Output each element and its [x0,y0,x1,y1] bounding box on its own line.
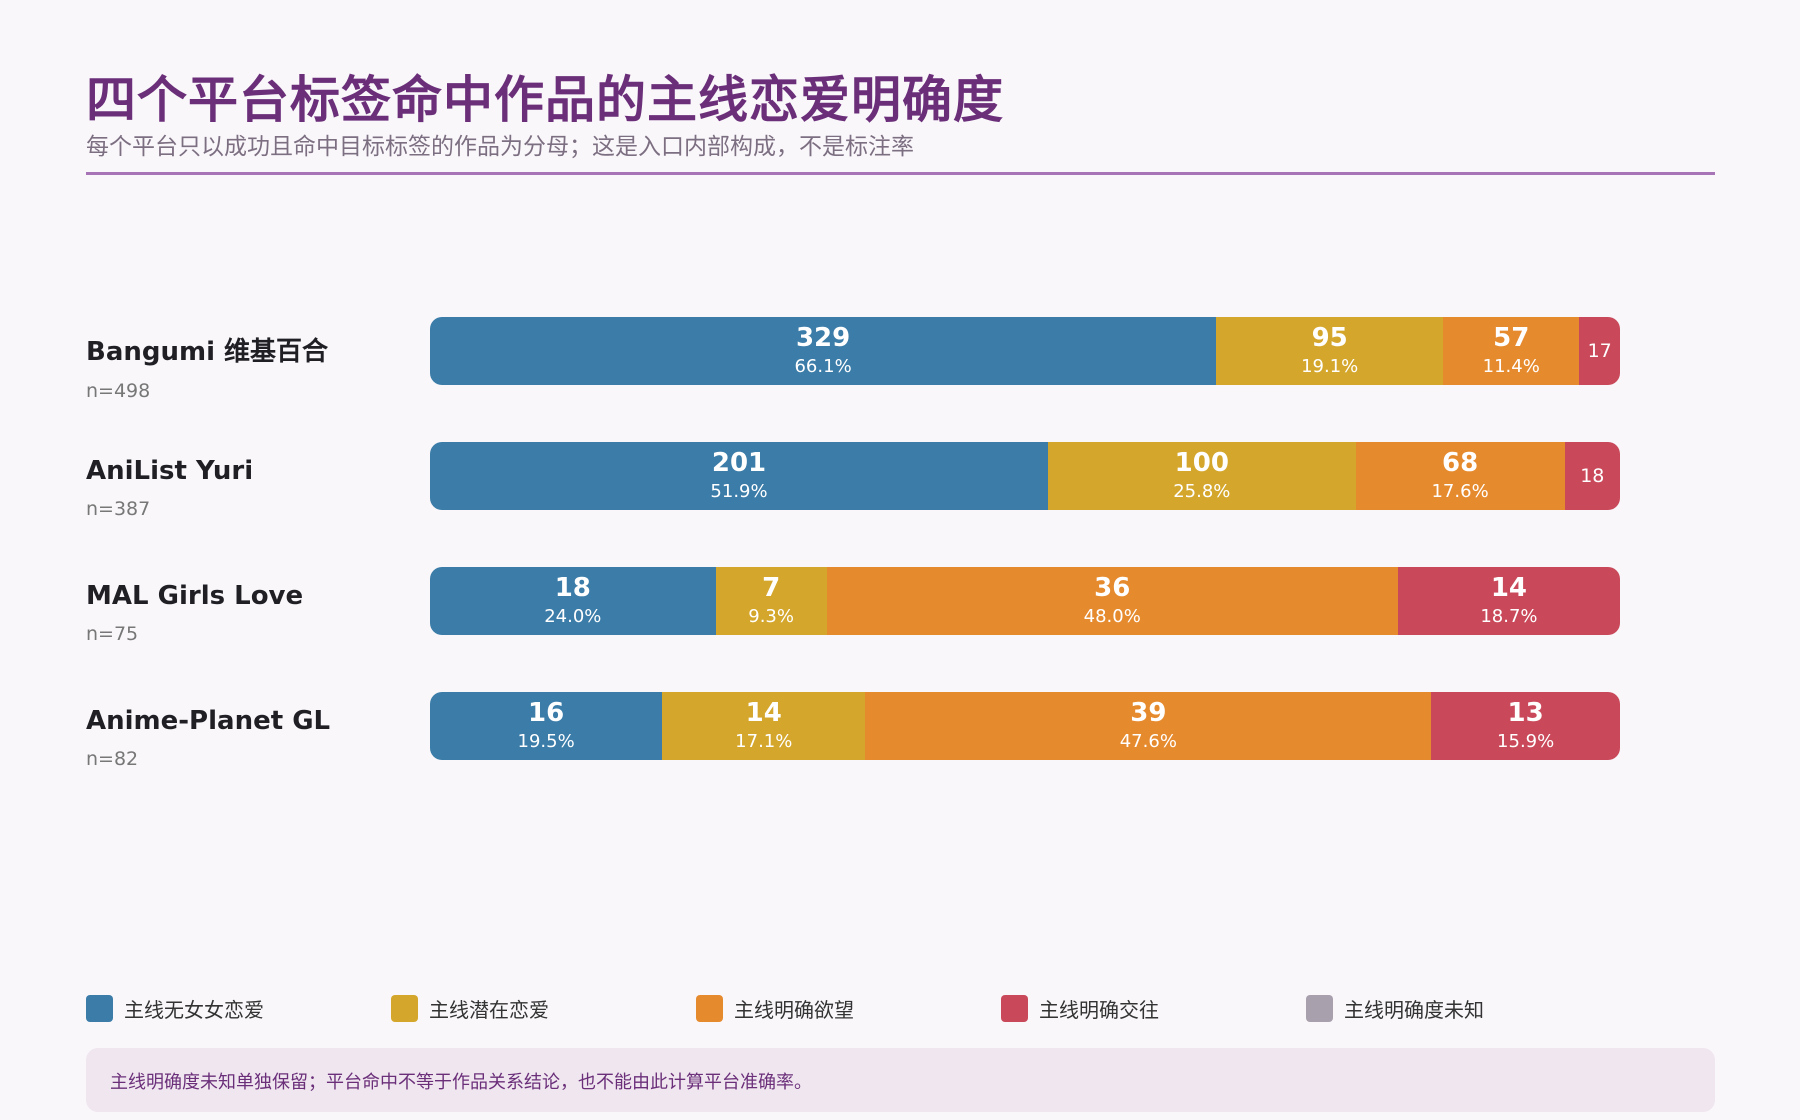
category-label: AniList Yuri n=387 [86,456,426,520]
legend-swatch [1001,995,1028,1022]
data-label-count: 95 [1311,323,1348,354]
data-label-count: 18 [554,573,591,604]
stacked-bar: 201 51.9% 100 25.8% 68 17.6% 18 [430,442,1620,510]
bar-segment: 16 19.5% [430,692,663,760]
legend-item: 主线潜在恋爱 [391,994,549,1023]
data-label-percent: 17.6% [1431,481,1489,502]
bar-segment: 36 48.0% [826,567,1398,635]
category-name: AniList Yuri [86,456,254,486]
legend-swatch [86,995,113,1022]
data-label-percent: 11.4% [1482,356,1540,377]
data-label-percent: 9.3% [748,606,794,627]
category-label: MAL Girls Love n=75 [86,581,426,645]
data-label-count: 17 [1587,339,1612,362]
category-name: Bangumi 维基百合 [86,337,329,367]
stacked-bar: 18 24.0% 7 9.3% 36 48.0% 14 18.7% [430,567,1620,635]
data-label-percent: 66.1% [794,356,852,377]
bar-segment: 14 17.1% [662,692,866,760]
data-label-count: 201 [711,448,767,479]
legend-swatch [391,995,418,1022]
chart-title: 四个平台标签命中作品的主线恋爱明确度 [86,71,1004,129]
data-label-count: 36 [1094,573,1131,604]
footnote-text: 主线明确度未知单独保留；平台命中不等于作品关系结论，也不能由此计算平台准确率。 [110,1072,812,1093]
data-label-percent: 19.5% [517,731,575,752]
legend-swatch [1306,995,1333,1022]
data-label-percent: 51.9% [710,481,768,502]
bar-segment: 7 9.3% [715,567,827,635]
data-label-percent: 17.1% [735,731,793,752]
bar-segment: 95 19.1% [1216,317,1444,385]
category-count: n=498 [86,380,151,402]
category-label: Bangumi 维基百合 n=498 [86,331,426,402]
data-label-percent: 18.7% [1480,606,1538,627]
legend-label: 主线明确欲望 [734,998,854,1022]
data-label-count: 57 [1493,323,1530,354]
category-count: n=82 [86,748,139,770]
bar-segment: 57 11.4% [1443,317,1580,385]
data-label-count: 68 [1441,448,1479,479]
bar-segment: 329 66.1% [430,317,1217,385]
legend-label: 主线明确度未知 [1344,998,1484,1022]
data-label-percent: 15.9% [1497,731,1555,752]
legend-item: 主线无女女恋爱 [86,994,264,1023]
legend-item: 主线明确欲望 [696,994,854,1023]
data-label-percent: 25.8% [1173,481,1231,502]
bar-segment: 68 17.6% [1355,442,1565,510]
category-name: MAL Girls Love [86,581,304,611]
bar-segment: 201 51.9% [430,442,1049,510]
footnote-box: 主线明确度未知单独保留；平台命中不等于作品关系结论，也不能由此计算平台准确率。 [86,1048,1715,1112]
data-label-count: 13 [1507,698,1544,729]
data-label-count: 329 [795,323,851,354]
data-label-percent: 19.1% [1301,356,1359,377]
data-label-count: 14 [1490,573,1527,604]
bar-segment: 18 [1564,442,1620,510]
legend-label: 主线潜在恋爱 [429,998,549,1022]
bar-segment: 14 18.7% [1397,567,1620,635]
legend-label: 主线明确交往 [1039,998,1159,1022]
data-label-percent: 48.0% [1083,606,1141,627]
data-label-count: 18 [1580,464,1605,487]
chart-legend: 主线无女女恋爱 主线潜在恋爱 主线明确欲望 主线明确交往 主线明确度未知 [86,994,1586,1024]
bar-segment: 100 25.8% [1048,442,1356,510]
stacked-bar: 329 66.1% 95 19.1% 57 11.4% 17 [430,317,1620,385]
bar-segment: 39 47.6% [865,692,1432,760]
category-count: n=75 [86,623,139,645]
bar-segment: 17 [1579,317,1620,385]
data-label-percent: 47.6% [1119,731,1177,752]
data-label-count: 100 [1174,448,1229,479]
legend-label: 主线无女女恋爱 [124,998,264,1022]
bar-segment: 13 15.9% [1431,692,1620,760]
bar-segment: 18 24.0% [430,567,716,635]
title-divider [86,172,1715,175]
category-name: Anime-Planet GL [86,706,331,736]
data-label-count: 14 [745,698,782,729]
legend-item: 主线明确度未知 [1306,994,1484,1023]
data-label-count: 16 [528,698,565,729]
data-label-percent: 24.0% [544,606,602,627]
legend-item: 主线明确交往 [1001,994,1159,1023]
legend-swatch [696,995,723,1022]
category-count: n=387 [86,498,151,520]
chart-subtitle: 每个平台只以成功且命中目标标签的作品为分母；这是入口内部构成，不是标注率 [86,134,914,160]
data-label-count: 39 [1130,698,1167,729]
data-label-count: 7 [762,573,781,604]
stacked-bar: 16 19.5% 14 17.1% 39 47.6% 13 15.9% [430,692,1620,760]
category-label: Anime-Planet GL n=82 [86,706,426,770]
